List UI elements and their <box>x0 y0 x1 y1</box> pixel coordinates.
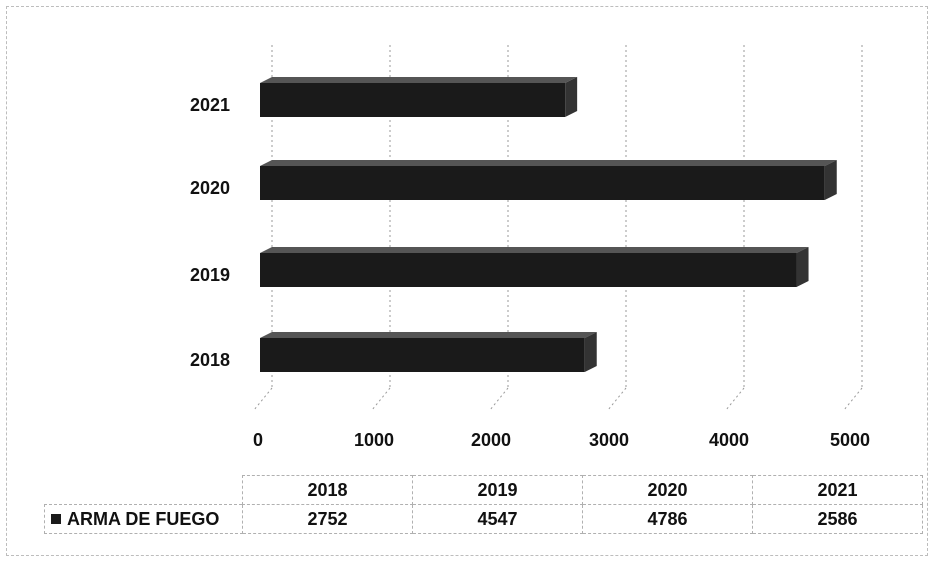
bar-2020 <box>260 160 837 200</box>
bar-end-face <box>584 332 597 372</box>
bar-front-face <box>260 166 825 200</box>
bar-2018 <box>260 332 597 372</box>
category-axis: 2018 2019 2020 2021 <box>190 95 230 370</box>
tick-label: 4000 <box>709 430 749 450</box>
series-label-cell: ARMA DE FUEGO <box>44 504 243 534</box>
table-header-cell: 2019 <box>412 475 583 505</box>
gridlines <box>253 45 863 411</box>
bar-top-face <box>260 160 837 166</box>
category-label: 2020 <box>190 178 230 198</box>
bar-front-face <box>260 338 585 372</box>
value-axis: 0 1000 2000 3000 4000 5000 <box>253 430 870 450</box>
bar-top-face <box>260 332 597 338</box>
bar-top-face <box>260 247 809 253</box>
bar-end-face <box>565 77 578 117</box>
bars <box>260 77 837 372</box>
bar-2019 <box>260 247 809 287</box>
tick-label: 0 <box>253 430 263 450</box>
tick-label: 2000 <box>471 430 511 450</box>
gridline-floor <box>371 387 391 411</box>
table-value-cell: 4547 <box>412 504 583 534</box>
table-header-cell: 2021 <box>752 475 923 505</box>
legend-key-icon <box>51 513 61 524</box>
bar-top-face <box>260 77 578 83</box>
chart-frame <box>6 6 928 556</box>
gridline-floor <box>725 387 745 411</box>
category-label: 2019 <box>190 265 230 285</box>
category-label: 2021 <box>190 95 230 115</box>
table-header-cell: 2020 <box>582 475 753 505</box>
gridline-floor <box>253 387 273 411</box>
category-label: 2018 <box>190 350 230 370</box>
bar-end-face <box>796 247 809 287</box>
table-value-cell: 4786 <box>582 504 753 534</box>
tick-label: 1000 <box>354 430 394 450</box>
bar-front-face <box>260 253 797 287</box>
bar-end-face <box>824 160 837 200</box>
table-header-row: 2018 2019 2020 2021 <box>45 475 923 505</box>
gridline-floor <box>843 387 863 411</box>
gridline-floor <box>489 387 509 411</box>
gridline-floor <box>607 387 627 411</box>
tick-label: 3000 <box>589 430 629 450</box>
bar-front-face <box>260 83 566 117</box>
bar-2021 <box>260 77 578 117</box>
table-row: ARMA DE FUEGO 2752 4547 4786 2586 <box>44 504 923 534</box>
data-table: 2018 2019 2020 2021 ARMA DE FUEGO 2752 4… <box>44 475 923 534</box>
tick-label: 5000 <box>830 430 870 450</box>
table-value-cell: 2586 <box>752 504 923 534</box>
series-label: ARMA DE FUEGO <box>67 508 220 529</box>
table-value-cell: 2752 <box>242 504 413 534</box>
table-header-cell: 2018 <box>242 475 413 505</box>
